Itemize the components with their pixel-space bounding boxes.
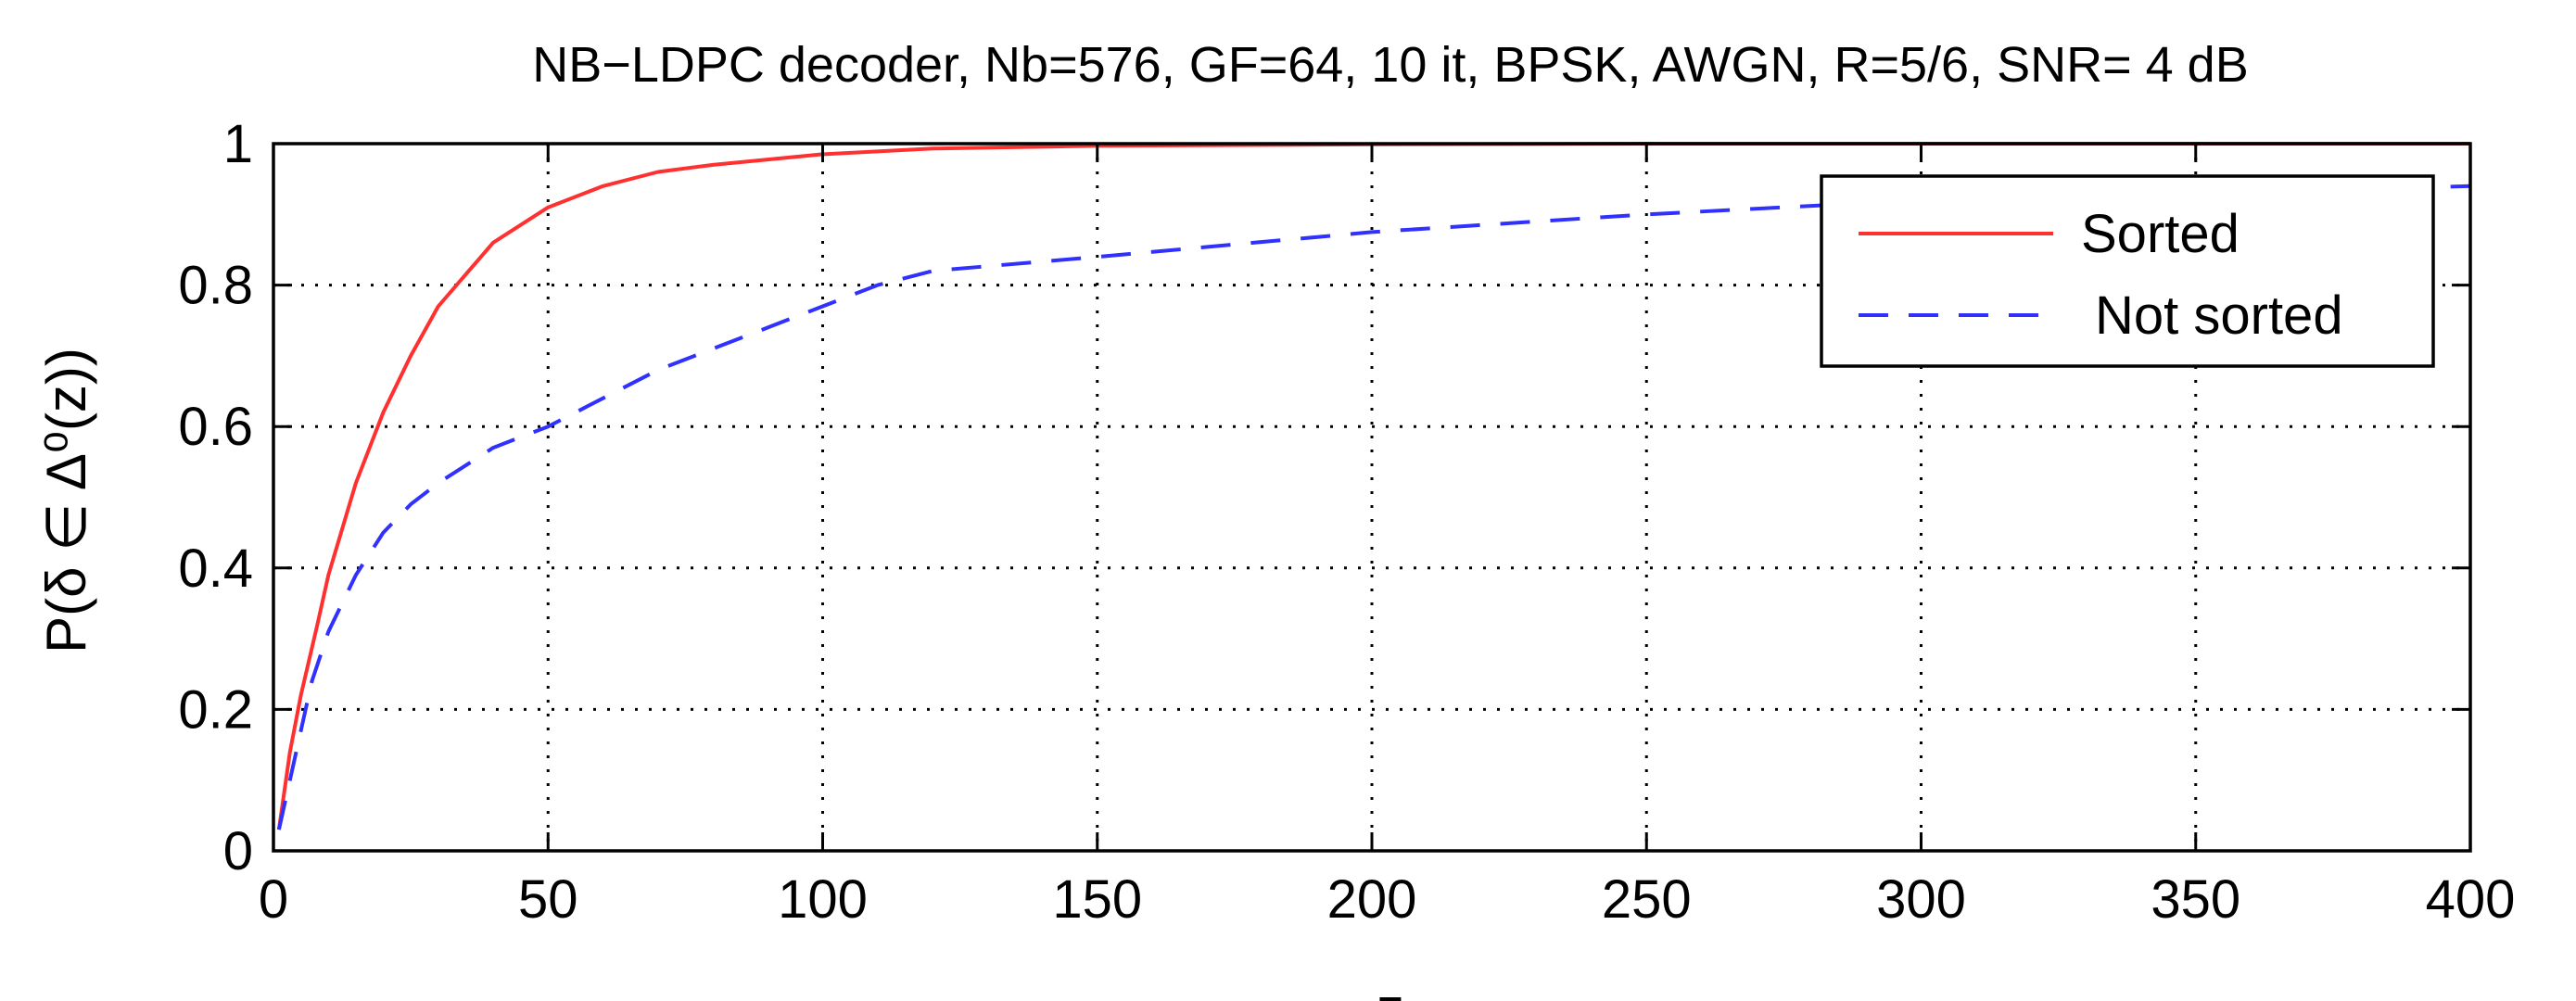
tick-labels: 0 50 100 150 200 250 300 350 400 0 0.2 0.4 0.6 0.8 1 — [178, 114, 2515, 930]
x-tick-label-4: 200 — [1327, 869, 1417, 930]
legend-box — [1820, 174, 2435, 368]
y-axis-label: P(δ ∈ Δ⁰(z)) — [35, 348, 97, 653]
series-line-not-sorted — [276, 184, 2471, 830]
chart-title: NB−LDPC decoder, Nb=576, GF=64, 10 it, B… — [532, 37, 2248, 93]
x-tick-label-8: 400 — [2426, 869, 2516, 930]
x-tick-label-7: 350 — [2151, 869, 2240, 930]
y-tick-label-4: 0.8 — [178, 256, 253, 316]
y-tick-label-2: 0.4 — [178, 539, 253, 599]
x-tick-label-2: 100 — [778, 869, 868, 930]
legend-label-sorted: Sorted — [2081, 204, 2240, 264]
y-tick-label-5: 1 — [223, 114, 253, 174]
x-tick-label-6: 300 — [1876, 869, 1966, 930]
x-tick-label-5: 250 — [1602, 869, 1692, 930]
legend: Sorted Not sorted — [1820, 174, 2435, 368]
x-axis-label: z — [1377, 977, 1404, 1001]
y-tick-label-0: 0 — [223, 821, 253, 881]
ticks — [272, 142, 2472, 853]
x-tick-label-1: 50 — [518, 869, 578, 930]
x-tick-label-0: 0 — [259, 869, 288, 930]
x-tick-label-3: 150 — [1052, 869, 1142, 930]
legend-label-not-sorted: Not sorted — [2095, 285, 2343, 346]
grid — [273, 144, 2470, 851]
y-tick-label-1: 0.2 — [178, 679, 253, 740]
y-tick-label-3: 0.6 — [178, 397, 253, 457]
